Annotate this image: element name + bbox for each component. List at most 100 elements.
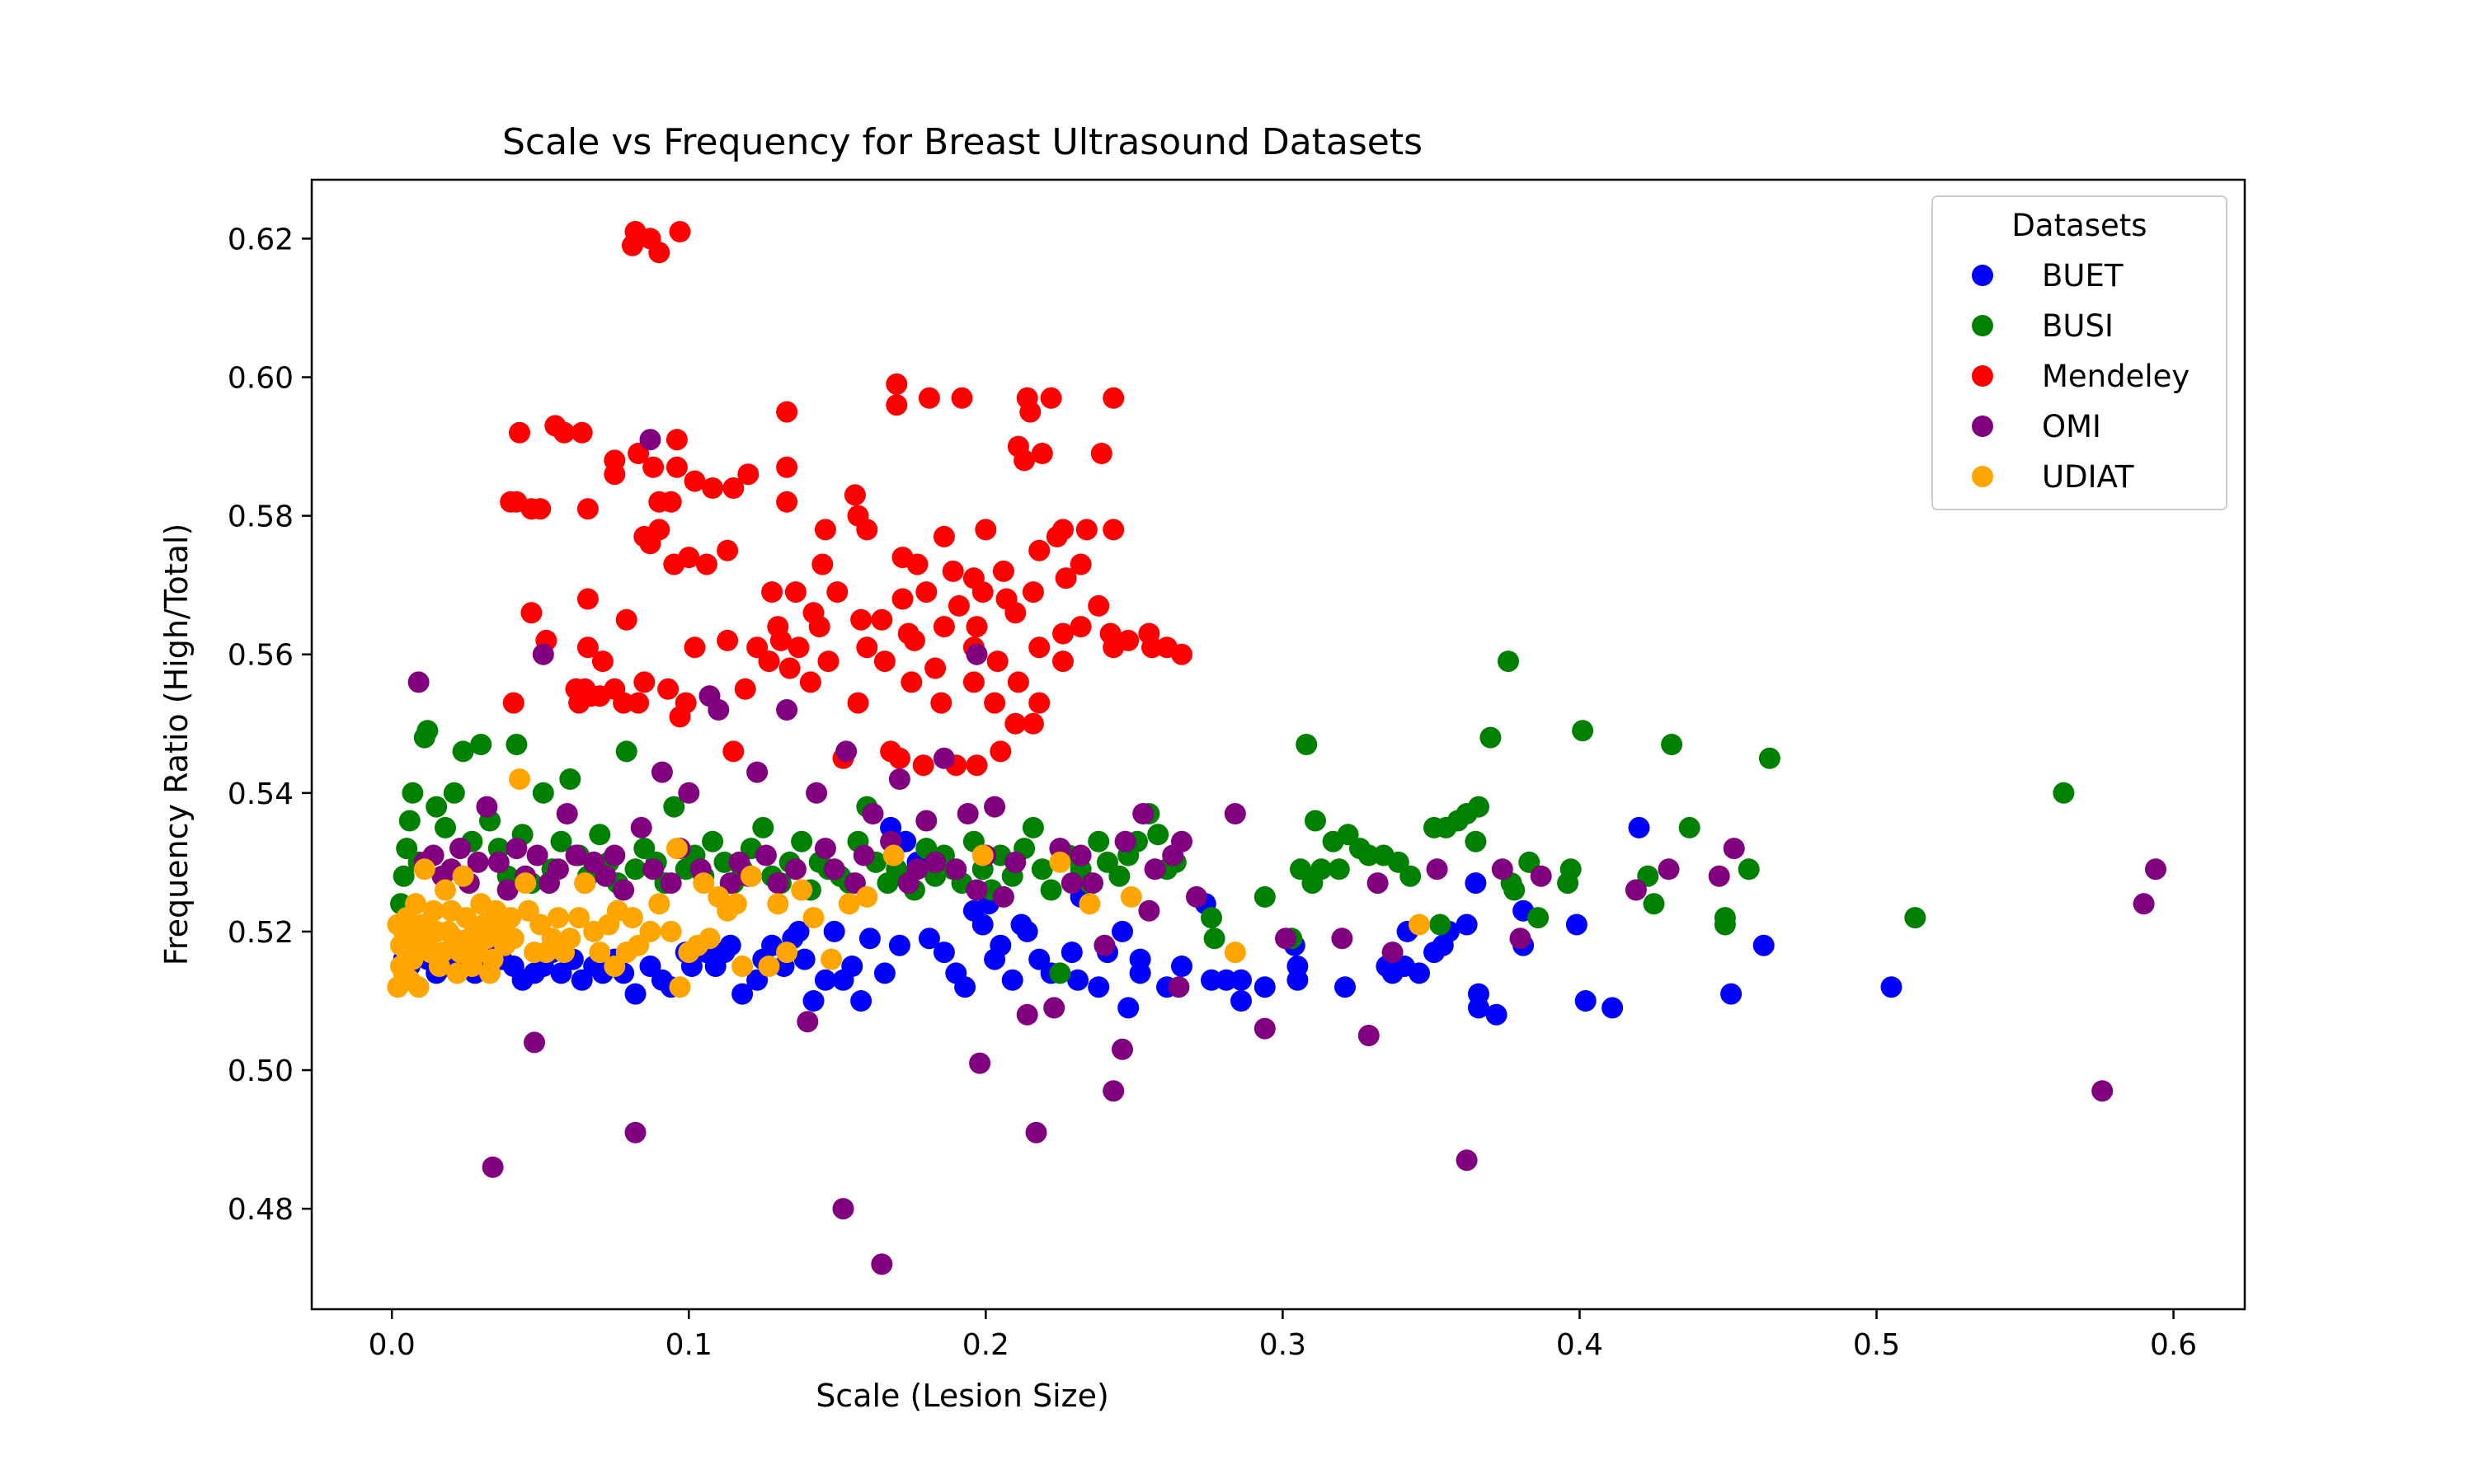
data-point-udiat bbox=[568, 907, 590, 929]
data-point-busi bbox=[1088, 830, 1110, 852]
data-point-mendeley bbox=[933, 616, 955, 638]
data-point-omi bbox=[888, 768, 910, 790]
data-point-mendeley bbox=[856, 519, 878, 541]
data-point-mendeley bbox=[580, 685, 602, 707]
data-point-mendeley bbox=[734, 678, 756, 700]
data-point-buet bbox=[1230, 990, 1252, 1012]
data-point-udiat bbox=[678, 942, 700, 964]
data-point-mendeley bbox=[666, 429, 688, 451]
data-point-mendeley bbox=[992, 560, 1014, 582]
data-point-busi bbox=[1322, 830, 1344, 852]
data-point-mendeley bbox=[717, 539, 739, 561]
data-point-omi bbox=[526, 844, 548, 866]
data-point-omi bbox=[642, 858, 665, 881]
legend-marker-busi bbox=[1972, 315, 1993, 336]
y-tick-label: 0.52 bbox=[228, 916, 294, 950]
data-point-omi bbox=[832, 1198, 854, 1220]
data-point-omi bbox=[1253, 1017, 1276, 1040]
data-point-mendeley bbox=[817, 650, 840, 673]
data-point-mendeley bbox=[702, 477, 724, 499]
data-point-mendeley bbox=[850, 608, 872, 631]
data-point-omi bbox=[806, 782, 828, 804]
data-point-buet bbox=[802, 990, 825, 1012]
data-point-udiat bbox=[470, 893, 492, 915]
data-point-udiat bbox=[971, 844, 994, 866]
data-point-mendeley bbox=[778, 657, 801, 679]
data-point-busi bbox=[791, 830, 813, 852]
data-point-mendeley bbox=[888, 747, 910, 769]
data-point-mendeley bbox=[529, 498, 552, 520]
data-point-mendeley bbox=[604, 463, 626, 486]
data-point-mendeley bbox=[509, 421, 530, 444]
data-point-udiat bbox=[509, 768, 530, 790]
data-point-mendeley bbox=[553, 421, 576, 444]
data-point-udiat bbox=[589, 942, 611, 964]
data-point-busi bbox=[1022, 816, 1044, 838]
legend-box bbox=[1931, 195, 2227, 510]
data-point-udiat bbox=[387, 913, 409, 936]
data-point-mendeley bbox=[717, 629, 739, 651]
data-point-omi bbox=[776, 699, 798, 721]
data-point-omi bbox=[1625, 879, 1647, 901]
data-point-busi bbox=[624, 858, 647, 881]
data-point-mendeley bbox=[633, 671, 656, 693]
data-point-busi bbox=[1527, 907, 1550, 929]
data-point-busi bbox=[702, 830, 724, 852]
data-point-buet bbox=[984, 948, 1006, 970]
data-point-udiat bbox=[740, 865, 762, 887]
data-point-busi bbox=[413, 726, 435, 749]
data-point-omi bbox=[767, 872, 789, 895]
data-point-buet bbox=[1117, 997, 1140, 1019]
data-point-udiat bbox=[524, 942, 545, 964]
data-point-mendeley bbox=[933, 525, 955, 547]
data-point-omi bbox=[823, 858, 845, 881]
data-point-omi bbox=[651, 761, 673, 783]
data-point-udiat bbox=[666, 838, 688, 860]
x-tick-label: 0.1 bbox=[666, 1328, 713, 1362]
data-point-mendeley bbox=[695, 553, 717, 575]
data-point-mendeley bbox=[761, 581, 783, 603]
data-point-udiat bbox=[515, 872, 537, 895]
data-point-udiat bbox=[446, 962, 468, 984]
data-point-buet bbox=[1230, 969, 1252, 991]
data-point-omi bbox=[1357, 1025, 1380, 1046]
data-point-udiat bbox=[648, 893, 670, 915]
data-point-udiat bbox=[882, 844, 905, 866]
data-point-omi bbox=[1070, 844, 1092, 866]
data-point-busi bbox=[663, 796, 685, 818]
data-point-busi bbox=[396, 838, 418, 860]
data-point-omi bbox=[966, 879, 988, 901]
data-point-busi bbox=[1661, 734, 1683, 755]
y-tick-label: 0.62 bbox=[228, 223, 294, 256]
data-point-mendeley bbox=[628, 692, 650, 714]
data-point-mendeley bbox=[1028, 692, 1051, 714]
data-point-busi bbox=[1097, 851, 1118, 873]
data-point-udiat bbox=[791, 879, 813, 901]
data-point-omi bbox=[613, 879, 635, 901]
data-point-mendeley bbox=[962, 671, 985, 693]
data-point-udiat bbox=[387, 976, 409, 998]
y-tick-label: 0.50 bbox=[228, 1054, 294, 1088]
data-point-omi bbox=[755, 844, 777, 866]
data-point-omi bbox=[1723, 838, 1745, 860]
data-point-mendeley bbox=[669, 221, 691, 242]
data-point-mendeley bbox=[975, 519, 997, 541]
x-tick-label: 0.5 bbox=[1853, 1328, 1900, 1362]
axes: 0.0 0.1 0.2 0.3 0.4 0.5 0.6 0.48 0.50 0.52 0.54 0.5… bbox=[228, 178, 2246, 1362]
data-point-omi bbox=[524, 1031, 545, 1054]
data-point-buet bbox=[962, 899, 985, 922]
data-point-udiat bbox=[660, 920, 682, 942]
data-point-mendeley bbox=[930, 692, 952, 714]
data-point-udiat bbox=[708, 885, 730, 908]
data-point-udiat bbox=[440, 899, 463, 922]
legend-marker-omi bbox=[1972, 416, 1993, 437]
data-point-omi bbox=[1025, 1121, 1047, 1144]
data-point-mendeley bbox=[660, 491, 682, 513]
data-point-omi bbox=[1491, 858, 1513, 881]
data-point-busi bbox=[1040, 879, 1062, 901]
data-point-buet bbox=[731, 983, 754, 1005]
data-point-mendeley bbox=[811, 553, 834, 575]
data-point-omi bbox=[1708, 865, 1730, 887]
data-point-buet bbox=[1001, 969, 1023, 991]
data-point-omi bbox=[1186, 885, 1207, 908]
